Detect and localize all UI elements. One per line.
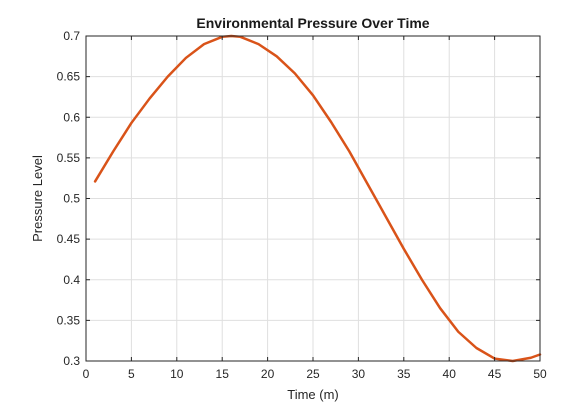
y-tick-label: 0.4 bbox=[63, 273, 80, 287]
y-tick-label: 0.7 bbox=[63, 29, 80, 43]
tick-labels: 0 5 10 15 20 25 30 35 40 45 50 0.3 0.35 0.4 0.45 0.5 0.5… bbox=[57, 29, 547, 381]
x-tick-label: 45 bbox=[488, 367, 502, 381]
y-axis-label: Pressure Level bbox=[30, 155, 45, 242]
series-layer bbox=[93, 34, 542, 363]
x-tick-label: 50 bbox=[533, 367, 547, 381]
x-tick-label: 5 bbox=[128, 367, 135, 381]
x-tick-label: 20 bbox=[261, 367, 275, 381]
x-tick-label: 25 bbox=[306, 367, 320, 381]
y-tick-label: 0.5 bbox=[63, 192, 80, 206]
y-tick-label: 0.3 bbox=[63, 354, 80, 368]
x-tick-label: 30 bbox=[352, 367, 366, 381]
x-tick-label: 35 bbox=[397, 367, 411, 381]
grid-lines bbox=[85, 35, 541, 362]
y-tick-label: 0.55 bbox=[57, 151, 81, 165]
series-line bbox=[93, 34, 542, 363]
y-tick-label: 0.6 bbox=[63, 110, 80, 124]
x-tick-label: 10 bbox=[170, 367, 184, 381]
chart-title: Environmental Pressure Over Time bbox=[196, 15, 429, 31]
y-tick-label: 0.35 bbox=[57, 313, 81, 327]
y-tick-label: 0.65 bbox=[57, 70, 81, 84]
x-axis-label: Time (m) bbox=[287, 387, 339, 402]
y-tick-label: 0.45 bbox=[57, 232, 81, 246]
x-tick-label: 0 bbox=[83, 367, 90, 381]
axes bbox=[85, 35, 541, 362]
x-tick-label: 15 bbox=[216, 367, 230, 381]
x-tick-label: 40 bbox=[443, 367, 457, 381]
